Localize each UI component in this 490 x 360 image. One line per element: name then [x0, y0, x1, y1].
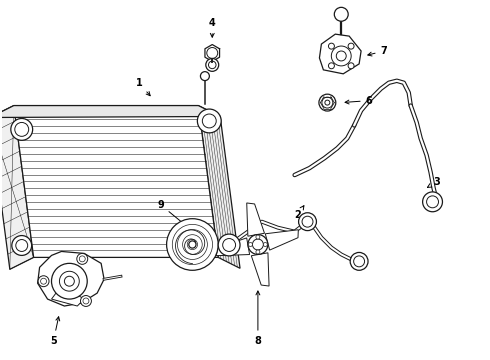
- Circle shape: [336, 51, 346, 61]
- Circle shape: [12, 235, 32, 255]
- Circle shape: [298, 213, 317, 231]
- Circle shape: [328, 43, 334, 49]
- Circle shape: [348, 63, 354, 69]
- Circle shape: [51, 264, 87, 299]
- Circle shape: [302, 216, 313, 227]
- Circle shape: [38, 276, 49, 287]
- Circle shape: [322, 97, 333, 108]
- Circle shape: [16, 239, 28, 251]
- Circle shape: [252, 239, 263, 250]
- Text: 7: 7: [368, 46, 387, 56]
- Circle shape: [197, 109, 221, 133]
- Circle shape: [348, 43, 354, 49]
- Circle shape: [208, 61, 216, 69]
- Text: 2: 2: [294, 206, 304, 220]
- Polygon shape: [14, 105, 218, 257]
- Text: 8: 8: [254, 291, 261, 346]
- Circle shape: [41, 278, 47, 284]
- Circle shape: [256, 250, 260, 254]
- Text: 4: 4: [209, 18, 216, 37]
- Circle shape: [354, 256, 365, 267]
- Circle shape: [80, 296, 92, 306]
- Circle shape: [427, 196, 439, 208]
- Circle shape: [15, 122, 29, 136]
- Circle shape: [207, 48, 218, 58]
- Circle shape: [248, 235, 268, 255]
- Polygon shape: [38, 251, 104, 306]
- Polygon shape: [217, 238, 249, 256]
- Circle shape: [218, 234, 240, 256]
- Polygon shape: [0, 105, 220, 117]
- Circle shape: [222, 239, 236, 251]
- Circle shape: [331, 46, 351, 66]
- Text: 9: 9: [157, 200, 185, 225]
- Circle shape: [256, 235, 260, 239]
- Circle shape: [59, 271, 79, 291]
- Polygon shape: [51, 291, 84, 306]
- Polygon shape: [319, 34, 361, 74]
- Circle shape: [334, 7, 348, 21]
- Polygon shape: [0, 105, 34, 269]
- Circle shape: [189, 241, 196, 248]
- Circle shape: [263, 243, 268, 247]
- Circle shape: [77, 253, 88, 264]
- Text: 3: 3: [427, 177, 440, 188]
- Polygon shape: [251, 253, 269, 286]
- Circle shape: [206, 58, 219, 71]
- Text: 1: 1: [135, 78, 150, 96]
- Circle shape: [350, 252, 368, 270]
- Circle shape: [202, 114, 216, 128]
- Text: 6: 6: [345, 96, 372, 105]
- Polygon shape: [247, 203, 265, 236]
- Circle shape: [83, 298, 89, 304]
- Circle shape: [200, 72, 209, 81]
- Circle shape: [319, 94, 336, 111]
- Circle shape: [167, 219, 218, 270]
- Circle shape: [248, 243, 252, 247]
- Circle shape: [79, 256, 85, 262]
- Circle shape: [11, 118, 33, 140]
- Text: 5: 5: [50, 317, 60, 346]
- Circle shape: [328, 63, 334, 69]
- Circle shape: [325, 100, 330, 105]
- Circle shape: [422, 192, 442, 212]
- Polygon shape: [265, 230, 298, 250]
- Polygon shape: [198, 105, 240, 268]
- Circle shape: [64, 276, 74, 286]
